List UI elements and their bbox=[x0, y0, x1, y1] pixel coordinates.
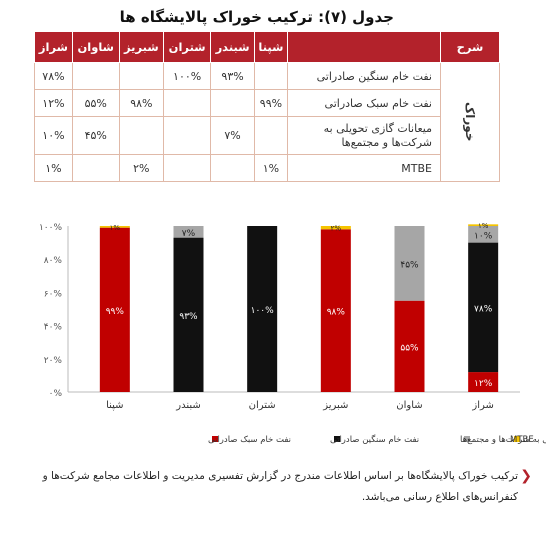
feed-composition-table: شرح شپنا شبندر شتران شبریز شاوان شراز خو… bbox=[34, 31, 500, 182]
table-cell: ۲% bbox=[118, 154, 165, 182]
bar-segment bbox=[247, 226, 278, 392]
header-shabandar: شبندر bbox=[210, 31, 255, 63]
table-cell: ۱۲% bbox=[34, 89, 73, 117]
x-tick-label: شپنا bbox=[106, 400, 123, 411]
data-label: ۷۸% bbox=[474, 304, 493, 314]
data-label: ۷% bbox=[182, 229, 196, 239]
table-cell: ۱% bbox=[34, 154, 73, 182]
table-row: میعانات گازی تحویلی به شرکت‌ها و مجتمع‌ه… bbox=[34, 116, 500, 155]
data-label: ۵۵% bbox=[400, 343, 419, 353]
bar-segment bbox=[99, 226, 130, 228]
table-cell: ۷۸% bbox=[34, 62, 73, 90]
bar-segment bbox=[173, 237, 204, 392]
row-label: MTBE bbox=[287, 154, 441, 182]
table-row: نفت خام سبک صادراتی ۹۹% ۹۸% ۵۵% ۱۲% bbox=[34, 89, 500, 117]
row-label: میعانات گازی تحویلی به شرکت‌ها و مجتمع‌ه… bbox=[287, 116, 441, 155]
data-label: ۹۳% bbox=[179, 312, 198, 322]
table-cell: ۱۰% bbox=[34, 116, 73, 155]
header-shabriz: شبریز bbox=[118, 31, 165, 63]
legend-label: MTBE bbox=[510, 435, 534, 445]
data-label: ۱۲% bbox=[474, 379, 493, 389]
data-label: ۲% bbox=[331, 225, 342, 233]
legend-label: نفت خام سنگین صادراتی bbox=[330, 434, 419, 445]
data-label: ۹۸% bbox=[327, 308, 346, 318]
y-tick-label: ۸۰% bbox=[44, 256, 63, 266]
table-cell bbox=[210, 89, 255, 117]
data-label: ۱% bbox=[478, 222, 489, 230]
legend-label: میعانات گازی تحویلی به شرکت‌ها و مجتمع‌ه… bbox=[460, 434, 546, 445]
table-cell bbox=[71, 62, 120, 90]
legend-swatch bbox=[464, 436, 470, 442]
data-label: ۱۰۰% bbox=[251, 306, 275, 316]
data-label: ۹۹% bbox=[106, 307, 125, 317]
legend-swatch bbox=[334, 436, 340, 442]
header-shapna: شپنا bbox=[253, 31, 289, 63]
row-label: نفت خام سبک صادراتی bbox=[287, 89, 441, 117]
header-shatran: شتران bbox=[163, 31, 212, 63]
table-row: MTBE ۱% ۲% ۱% bbox=[34, 154, 500, 182]
table-cell: ۴۵% bbox=[71, 116, 120, 155]
y-tick-label: ۱۰۰% bbox=[39, 223, 63, 233]
table-cell bbox=[118, 62, 165, 90]
y-tick-label: ۰% bbox=[49, 389, 63, 399]
table-cell bbox=[71, 154, 120, 182]
stacked-bar-chart: ۰% ۲۰% ۴۰% ۶۰% ۸۰% ۱۰۰% ۹۹% ۱% شپنا ۹۳% ۷% شبندر ۱۰۰… bbox=[39, 222, 546, 445]
table-cell bbox=[253, 62, 289, 90]
row-label: نفت خام سنگین صادراتی bbox=[287, 62, 441, 90]
data-label: ۴۵% bbox=[400, 260, 419, 270]
y-tick-label: ۲۰% bbox=[44, 356, 63, 366]
x-tick-label: شبندر bbox=[175, 400, 201, 411]
bar-segment bbox=[394, 300, 425, 392]
y-tick-label: ۴۰% bbox=[44, 323, 63, 333]
bar-segment bbox=[468, 224, 499, 226]
x-tick-label: شراز bbox=[471, 400, 494, 411]
bar-segment bbox=[320, 229, 351, 392]
header-desc: شرح bbox=[440, 31, 500, 63]
group-label: خوراک bbox=[440, 62, 500, 182]
table-cell: ۷% bbox=[210, 116, 255, 155]
table-cell: ۹۸% bbox=[118, 89, 165, 117]
table-cell bbox=[163, 154, 212, 182]
table-cell: ۵۵% bbox=[71, 89, 120, 117]
table-cell: ۱۰۰% bbox=[163, 62, 212, 90]
table-cell bbox=[163, 89, 212, 117]
footnote: ترکیب خوراک پالایشگاه‌ها بر اساس اطلاعات… bbox=[42, 470, 518, 503]
y-tick-label: ۶۰% bbox=[44, 289, 63, 299]
chevron-left-icon: ❯ bbox=[520, 468, 532, 484]
table-cell bbox=[118, 116, 165, 155]
table-cell bbox=[253, 116, 289, 155]
bar-segment bbox=[468, 372, 499, 392]
table-cell: ۱% bbox=[253, 154, 289, 182]
legend-label: نفت خام سبک صادراتی bbox=[208, 435, 291, 445]
x-tick-label: شتران bbox=[249, 400, 276, 411]
bar-segment bbox=[394, 226, 425, 301]
table-row: خوراک نفت خام سنگین صادراتی ۹۳% ۱۰۰% ۷۸% bbox=[34, 62, 500, 182]
table-title: جدول (۷): ترکیب خوراک پالایشگاه ها bbox=[119, 8, 394, 26]
bar-segment bbox=[468, 242, 499, 373]
bar-segment bbox=[320, 226, 351, 230]
table-header-row: شرح شپنا شبندر شتران شبریز شاوان شراز bbox=[34, 31, 500, 63]
table-cell bbox=[210, 154, 255, 182]
bar-segment bbox=[468, 226, 499, 243]
x-tick-label: شبریز bbox=[322, 400, 348, 411]
header-blank bbox=[287, 31, 441, 63]
legend-swatch bbox=[212, 436, 218, 442]
bar-segment bbox=[99, 227, 130, 392]
table-cell: ۹۳% bbox=[210, 62, 255, 90]
header-shavan: شاوان bbox=[71, 31, 120, 63]
x-tick-label: شاوان bbox=[396, 400, 422, 411]
bar-segment bbox=[173, 226, 204, 238]
data-label: ۱۰% bbox=[474, 231, 493, 241]
header-shiraz: شراز bbox=[34, 31, 73, 63]
legend-swatch bbox=[514, 436, 520, 442]
table-cell: ۹۹% bbox=[253, 89, 289, 117]
table-cell bbox=[163, 116, 212, 155]
data-label: ۱% bbox=[110, 224, 121, 232]
